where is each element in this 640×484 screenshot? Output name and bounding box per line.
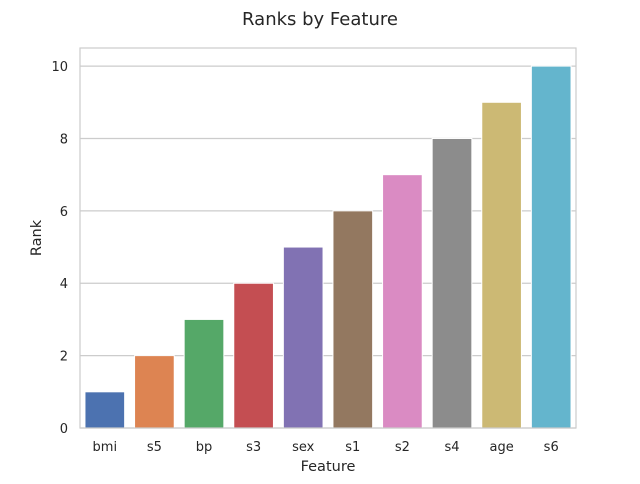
x-tick-label-s4: s4 [444, 440, 459, 455]
bar-sex [282, 246, 324, 429]
bar-bmi [84, 391, 126, 429]
y-tick-label: 8 [60, 132, 68, 147]
x-tick-label-age: age [489, 440, 513, 455]
plot-frame [79, 47, 577, 429]
bar-s6 [530, 65, 572, 429]
x-tick-label-s6: s6 [544, 440, 559, 455]
x-tick-label-s2: s2 [395, 440, 410, 455]
bar-age [481, 101, 522, 429]
x-axis-label: Feature [301, 459, 356, 475]
x-tick-label-s3: s3 [246, 440, 261, 455]
x-tick-label-bmi: bmi [93, 440, 118, 455]
chart-title: Ranks by Feature [242, 9, 398, 30]
y-tick-label: 2 [60, 350, 68, 365]
bar-bp [183, 318, 225, 429]
x-tick-label-sex: sex [292, 440, 315, 455]
bar-s1 [332, 210, 374, 429]
x-tick-label-s1: s1 [345, 440, 360, 455]
bars [84, 65, 572, 429]
bar-s4 [431, 137, 473, 429]
y-tick-label: 4 [60, 277, 68, 292]
bar-s3 [233, 282, 274, 429]
y-tick-label: 10 [51, 60, 68, 75]
x-tick-label-s5: s5 [147, 440, 162, 455]
bar-s2 [382, 174, 423, 429]
y-tick-label: 6 [60, 205, 68, 220]
y-tick-label: 0 [60, 422, 68, 437]
bar-s5 [134, 355, 175, 429]
x-tick-labels: bmi s5 bp s3 sex s1 s2 s4 age s6 [93, 440, 559, 455]
x-tick-label-bp: bp [196, 440, 213, 455]
y-axis-label: Rank [29, 219, 45, 256]
y-tick-labels: 0 2 4 6 8 10 [51, 60, 68, 437]
